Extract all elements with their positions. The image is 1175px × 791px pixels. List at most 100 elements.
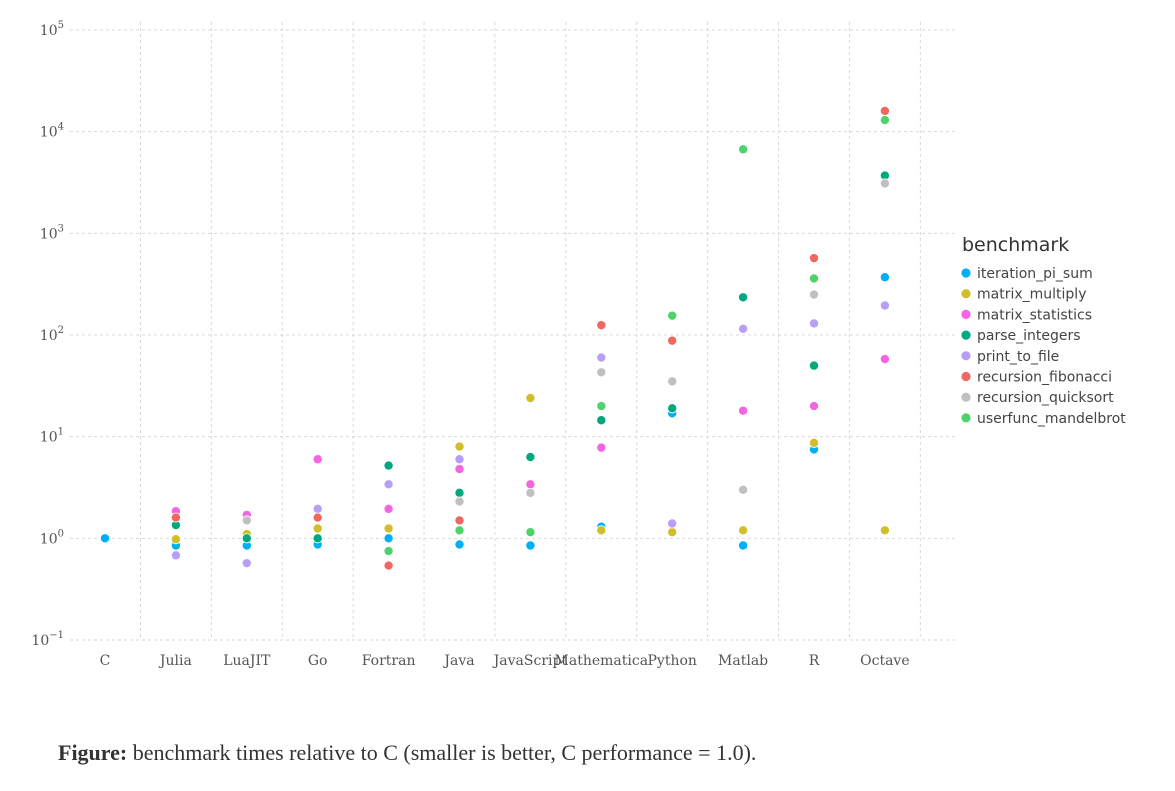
- legend-items: iteration_pi_sum matrix_multiply matrix_st…: [961, 266, 1126, 427]
- x-tick-label: Python: [647, 653, 696, 669]
- y-tick-label: 101: [40, 427, 64, 446]
- data-point-matrix_statistics: [879, 354, 890, 365]
- y-tick-label: 102: [40, 325, 64, 344]
- data-point-matrix_multiply: [738, 525, 749, 536]
- data-point-parse_integers: [596, 415, 607, 426]
- data-point-parse_integers: [383, 460, 394, 471]
- data-point-parse_integers: [241, 533, 252, 544]
- data-point-matrix_statistics: [312, 454, 323, 465]
- legend-marker-recursion_fibonacci: [961, 371, 971, 382]
- data-point-recursion_quicksort: [667, 376, 678, 387]
- data-point-iteration_pi_sum: [454, 539, 465, 550]
- data-point-userfunc_mandelbrot: [383, 546, 394, 557]
- data-point-userfunc_mandelbrot: [596, 401, 607, 412]
- x-tick-label: Java: [442, 653, 474, 669]
- legend-label-iteration_pi_sum: iteration_pi_sum: [977, 266, 1093, 282]
- data-point-recursion_fibonacci: [667, 335, 678, 346]
- data-point-print_to_file: [170, 550, 181, 561]
- y-tick-label: 104: [40, 122, 64, 141]
- data-point-matrix_multiply: [454, 441, 465, 452]
- data-point-recursion_fibonacci: [383, 560, 394, 571]
- data-point-matrix_multiply: [170, 534, 181, 545]
- legend-marker-userfunc_mandelbrot: [961, 413, 971, 423]
- legend-label-matrix_multiply: matrix_multiply: [977, 287, 1086, 303]
- data-point-matrix_statistics: [738, 405, 749, 416]
- data-point-userfunc_mandelbrot: [667, 310, 678, 321]
- data-point-print_to_file: [667, 518, 678, 529]
- data-point-parse_integers: [312, 533, 323, 544]
- data-point-recursion_fibonacci: [170, 512, 181, 523]
- caption-text: benchmark times relative to C (smaller i…: [127, 740, 757, 765]
- data-point-iteration_pi_sum: [525, 540, 536, 551]
- legend-label-print_to_file: print_to_file: [977, 349, 1059, 365]
- data-point-matrix_multiply: [879, 525, 890, 536]
- data-points: [100, 105, 890, 571]
- data-point-recursion_fibonacci: [454, 515, 465, 526]
- legend-label-matrix_statistics: matrix_statistics: [977, 307, 1092, 323]
- data-point-recursion_fibonacci: [312, 512, 323, 523]
- legend-title: benchmark: [962, 234, 1069, 256]
- x-axis-ticks: C Julia LuaJIT Go Fortran Java JavaScriptMathe…: [100, 653, 910, 669]
- legend-marker-matrix_statistics: [961, 309, 971, 319]
- y-tick-label: 100: [40, 528, 64, 547]
- x-tick-label: Julia: [158, 653, 192, 669]
- data-point-iteration_pi_sum: [738, 540, 749, 551]
- data-point-recursion_quicksort: [241, 515, 252, 526]
- data-point-matrix_statistics: [454, 464, 465, 475]
- data-point-matrix_multiply: [667, 527, 678, 538]
- legend: benchmark iteration_pi_sum matrix_multipl…: [961, 234, 1126, 427]
- x-tick-label: R: [809, 653, 820, 669]
- figure-caption: Figure: benchmark times relative to C (s…: [58, 740, 756, 766]
- legend-marker-matrix_multiply: [961, 289, 971, 299]
- data-point-parse_integers: [454, 487, 465, 498]
- data-point-iteration_pi_sum: [879, 272, 890, 283]
- legend-label-parse_integers: parse_integers: [977, 328, 1081, 344]
- data-point-print_to_file: [454, 454, 465, 465]
- data-point-matrix_statistics: [383, 503, 394, 514]
- data-point-userfunc_mandelbrot: [879, 115, 890, 126]
- data-point-matrix_multiply: [596, 525, 607, 536]
- legend-marker-parse_integers: [961, 330, 971, 340]
- x-tick-label: Matlab: [718, 653, 768, 669]
- data-point-print_to_file: [809, 318, 820, 329]
- data-point-recursion_quicksort: [879, 178, 890, 189]
- x-tick-label: Mathematica: [555, 653, 649, 669]
- data-point-print_to_file: [312, 503, 323, 514]
- y-tick-label: 103: [40, 223, 64, 242]
- legend-label-recursion_quicksort: recursion_quicksort: [977, 390, 1114, 406]
- data-point-print_to_file: [738, 323, 749, 334]
- data-point-parse_integers: [525, 452, 536, 463]
- data-point-iteration_pi_sum: [100, 533, 111, 544]
- y-tick-label: 10−1: [31, 630, 64, 649]
- data-point-userfunc_mandelbrot: [454, 525, 465, 536]
- grid-lines: [70, 22, 956, 641]
- data-point-recursion_fibonacci: [809, 253, 820, 264]
- data-point-matrix_multiply: [383, 523, 394, 534]
- data-point-parse_integers: [667, 403, 678, 414]
- data-point-matrix_statistics: [596, 442, 607, 453]
- data-point-recursion_fibonacci: [879, 105, 890, 116]
- data-point-recursion_quicksort: [596, 367, 607, 378]
- x-tick-label: LuaJIT: [223, 653, 271, 669]
- data-point-print_to_file: [596, 352, 607, 363]
- data-point-recursion_fibonacci: [596, 320, 607, 331]
- data-point-recursion_quicksort: [738, 484, 749, 495]
- legend-marker-recursion_quicksort: [961, 392, 971, 402]
- x-tick-label: Go: [308, 653, 328, 669]
- data-point-iteration_pi_sum: [383, 533, 394, 544]
- x-tick-label: JavaScript: [492, 653, 568, 669]
- data-point-print_to_file: [879, 300, 890, 311]
- data-point-matrix_statistics: [525, 479, 536, 490]
- x-tick-label: Fortran: [362, 653, 416, 669]
- benchmark-chart: 10−1 100 101 102 103 104 105 C Julia LuaJIT Go For…: [31, 20, 1126, 669]
- data-point-matrix_multiply: [809, 437, 820, 448]
- y-tick-label: 105: [40, 20, 64, 39]
- data-point-userfunc_mandelbrot: [809, 273, 820, 284]
- legend-marker-print_to_file: [961, 351, 971, 361]
- data-point-print_to_file: [383, 479, 394, 490]
- x-tick-label: C: [100, 653, 111, 669]
- data-point-userfunc_mandelbrot: [525, 527, 536, 538]
- caption-label: Figure:: [58, 740, 128, 765]
- data-point-userfunc_mandelbrot: [738, 144, 749, 155]
- x-tick-label: Octave: [860, 653, 910, 669]
